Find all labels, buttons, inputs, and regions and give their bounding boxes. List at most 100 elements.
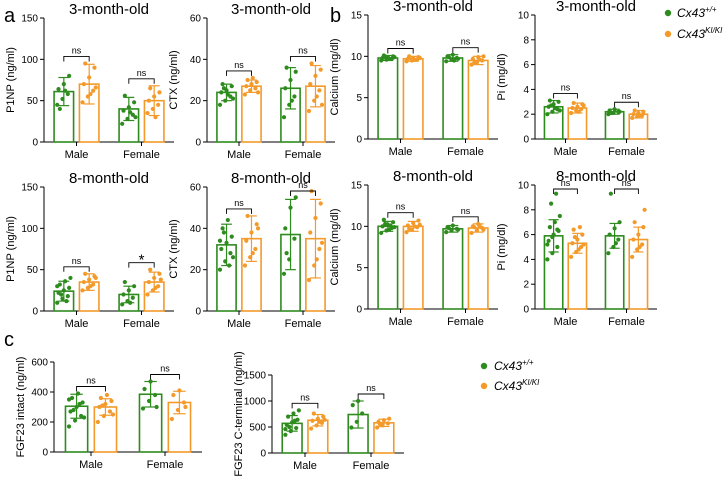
data-point (293, 195, 298, 200)
data-point (248, 255, 253, 260)
data-point (310, 418, 315, 423)
data-point (313, 215, 318, 221)
legend-label-wt: Cx43+/+ (677, 5, 717, 20)
data-point (356, 398, 361, 404)
data-point (255, 90, 261, 95)
data-point (571, 227, 576, 232)
data-point (613, 241, 618, 246)
data-point (444, 230, 449, 235)
data-point (549, 103, 554, 108)
data-point (59, 292, 64, 297)
data-point (456, 227, 461, 232)
data-point (122, 93, 127, 98)
data-point (617, 220, 622, 225)
significance-bracket (614, 188, 639, 194)
data-point (254, 79, 259, 85)
y-tick-label: 8 (523, 35, 529, 46)
data-point (60, 296, 65, 301)
data-point (91, 88, 96, 93)
legend-bottom: Cx43+/+ Cx43KI/KI (480, 358, 540, 393)
data-point (146, 398, 152, 404)
data-point (314, 94, 319, 99)
data-point (229, 84, 234, 89)
significance-label: ns (298, 45, 308, 55)
significance-bracket (63, 56, 90, 62)
data-point (74, 404, 79, 410)
data-point (158, 277, 163, 282)
x-category-label: Male (554, 146, 578, 158)
significance-bracket (63, 266, 90, 272)
data-point (306, 108, 312, 114)
data-point (311, 411, 316, 416)
significance-bracket (291, 402, 319, 409)
data-point (130, 112, 135, 117)
data-point (217, 238, 223, 243)
significance-label: ns (298, 180, 308, 190)
data-point (284, 65, 289, 70)
data-point (637, 113, 642, 118)
data-point (283, 432, 288, 437)
data-point (221, 86, 227, 91)
data-point (444, 59, 449, 64)
data-point (100, 403, 105, 408)
data-point (87, 277, 92, 282)
data-point (309, 426, 314, 431)
data-point (128, 300, 133, 305)
significance-bracket (614, 101, 639, 108)
data-point (67, 285, 72, 290)
data-point (322, 417, 327, 422)
data-point (225, 92, 230, 97)
data-point (146, 98, 151, 103)
data-point (104, 392, 110, 398)
chart-9: 0 200 400 600 FGF23 intact (ng/ml) Male ns Fema… (15, 357, 202, 471)
panel-letter-b: b (330, 5, 341, 27)
y-tick-label: 2 (523, 280, 529, 291)
significance-bracket (357, 393, 385, 399)
data-point (581, 103, 586, 108)
y-tick-label: 400 (31, 388, 48, 399)
y-tick-label: 15 (351, 11, 363, 22)
significance-bracket (226, 208, 252, 214)
data-point (575, 104, 580, 109)
data-point (255, 226, 261, 231)
significance-bracket (290, 56, 316, 62)
panel-letter-a: a (4, 5, 16, 27)
y-tick-label: 500 (249, 423, 266, 434)
data-point (312, 263, 317, 268)
bar (377, 225, 399, 310)
chart-7: 0 5 10 15 8-month-old Calcium (mg/dl) Male ns Fe… (329, 168, 498, 328)
data-point (128, 110, 133, 115)
data-point (175, 407, 181, 413)
data-point (153, 115, 158, 120)
chart-3: 0 5 10 15 3-month-old Calcium (mg/dl) Male ns Fe… (329, 0, 498, 158)
data-point (349, 425, 354, 430)
y-tick-label: 0 (32, 307, 38, 318)
x-category-label: Male (554, 316, 578, 328)
data-point (121, 292, 126, 297)
data-point (387, 416, 392, 421)
significance-label: ns (234, 60, 244, 70)
data-point (632, 220, 637, 225)
data-point (292, 236, 297, 241)
data-point (217, 102, 223, 107)
data-point (145, 110, 150, 116)
data-point (555, 227, 560, 232)
data-point (570, 241, 575, 246)
data-point (63, 88, 68, 93)
data-point (360, 411, 365, 416)
data-point (607, 232, 612, 237)
data-point (581, 242, 586, 247)
data-point (375, 425, 380, 430)
data-point (109, 398, 114, 404)
data-point (177, 388, 182, 393)
x-category-label: Male (227, 318, 251, 330)
significance-label: ns (622, 178, 632, 188)
data-point (169, 416, 174, 422)
x-category-label: Male (79, 459, 103, 471)
data-point (121, 108, 126, 113)
data-point (148, 267, 153, 272)
data-point (612, 226, 617, 231)
data-point (577, 225, 582, 230)
